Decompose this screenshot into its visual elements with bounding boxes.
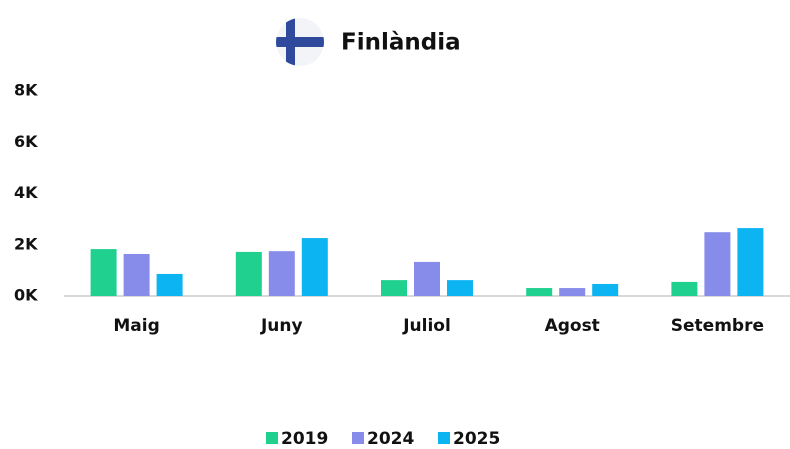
x-tick-label: Setembre bbox=[671, 316, 764, 336]
bar bbox=[592, 283, 619, 296]
bar bbox=[235, 251, 262, 296]
legend-label: 2025 bbox=[453, 429, 500, 449]
bar bbox=[123, 253, 150, 296]
bar bbox=[381, 280, 407, 296]
legend-swatch bbox=[352, 432, 364, 444]
bar bbox=[301, 238, 328, 296]
bar bbox=[447, 280, 473, 296]
y-tick-label: 8K bbox=[14, 81, 38, 100]
y-tick-label: 0K bbox=[14, 286, 38, 305]
x-tick-label: Agost bbox=[545, 316, 600, 336]
legend-swatch bbox=[438, 432, 450, 444]
chart-title: Finlàndia bbox=[341, 30, 461, 56]
legend-swatch bbox=[266, 432, 278, 444]
legend-label: 2024 bbox=[367, 429, 414, 449]
y-tick-label: 2K bbox=[14, 234, 38, 253]
bar bbox=[704, 232, 731, 296]
bar bbox=[156, 273, 183, 296]
x-tick-label: Maig bbox=[113, 316, 159, 336]
bar bbox=[526, 288, 553, 296]
x-tick-label: Juliol bbox=[402, 316, 451, 336]
bar bbox=[90, 249, 117, 296]
bar bbox=[737, 228, 764, 296]
bar bbox=[559, 288, 586, 296]
bar bbox=[268, 251, 295, 296]
y-tick-label: 6K bbox=[14, 132, 38, 151]
y-tick-label: 4K bbox=[14, 183, 38, 202]
x-tick-label: Juny bbox=[260, 316, 303, 336]
flag-icon bbox=[276, 18, 324, 66]
legend-label: 2019 bbox=[281, 429, 328, 449]
bar bbox=[671, 281, 698, 296]
bar bbox=[414, 261, 440, 296]
